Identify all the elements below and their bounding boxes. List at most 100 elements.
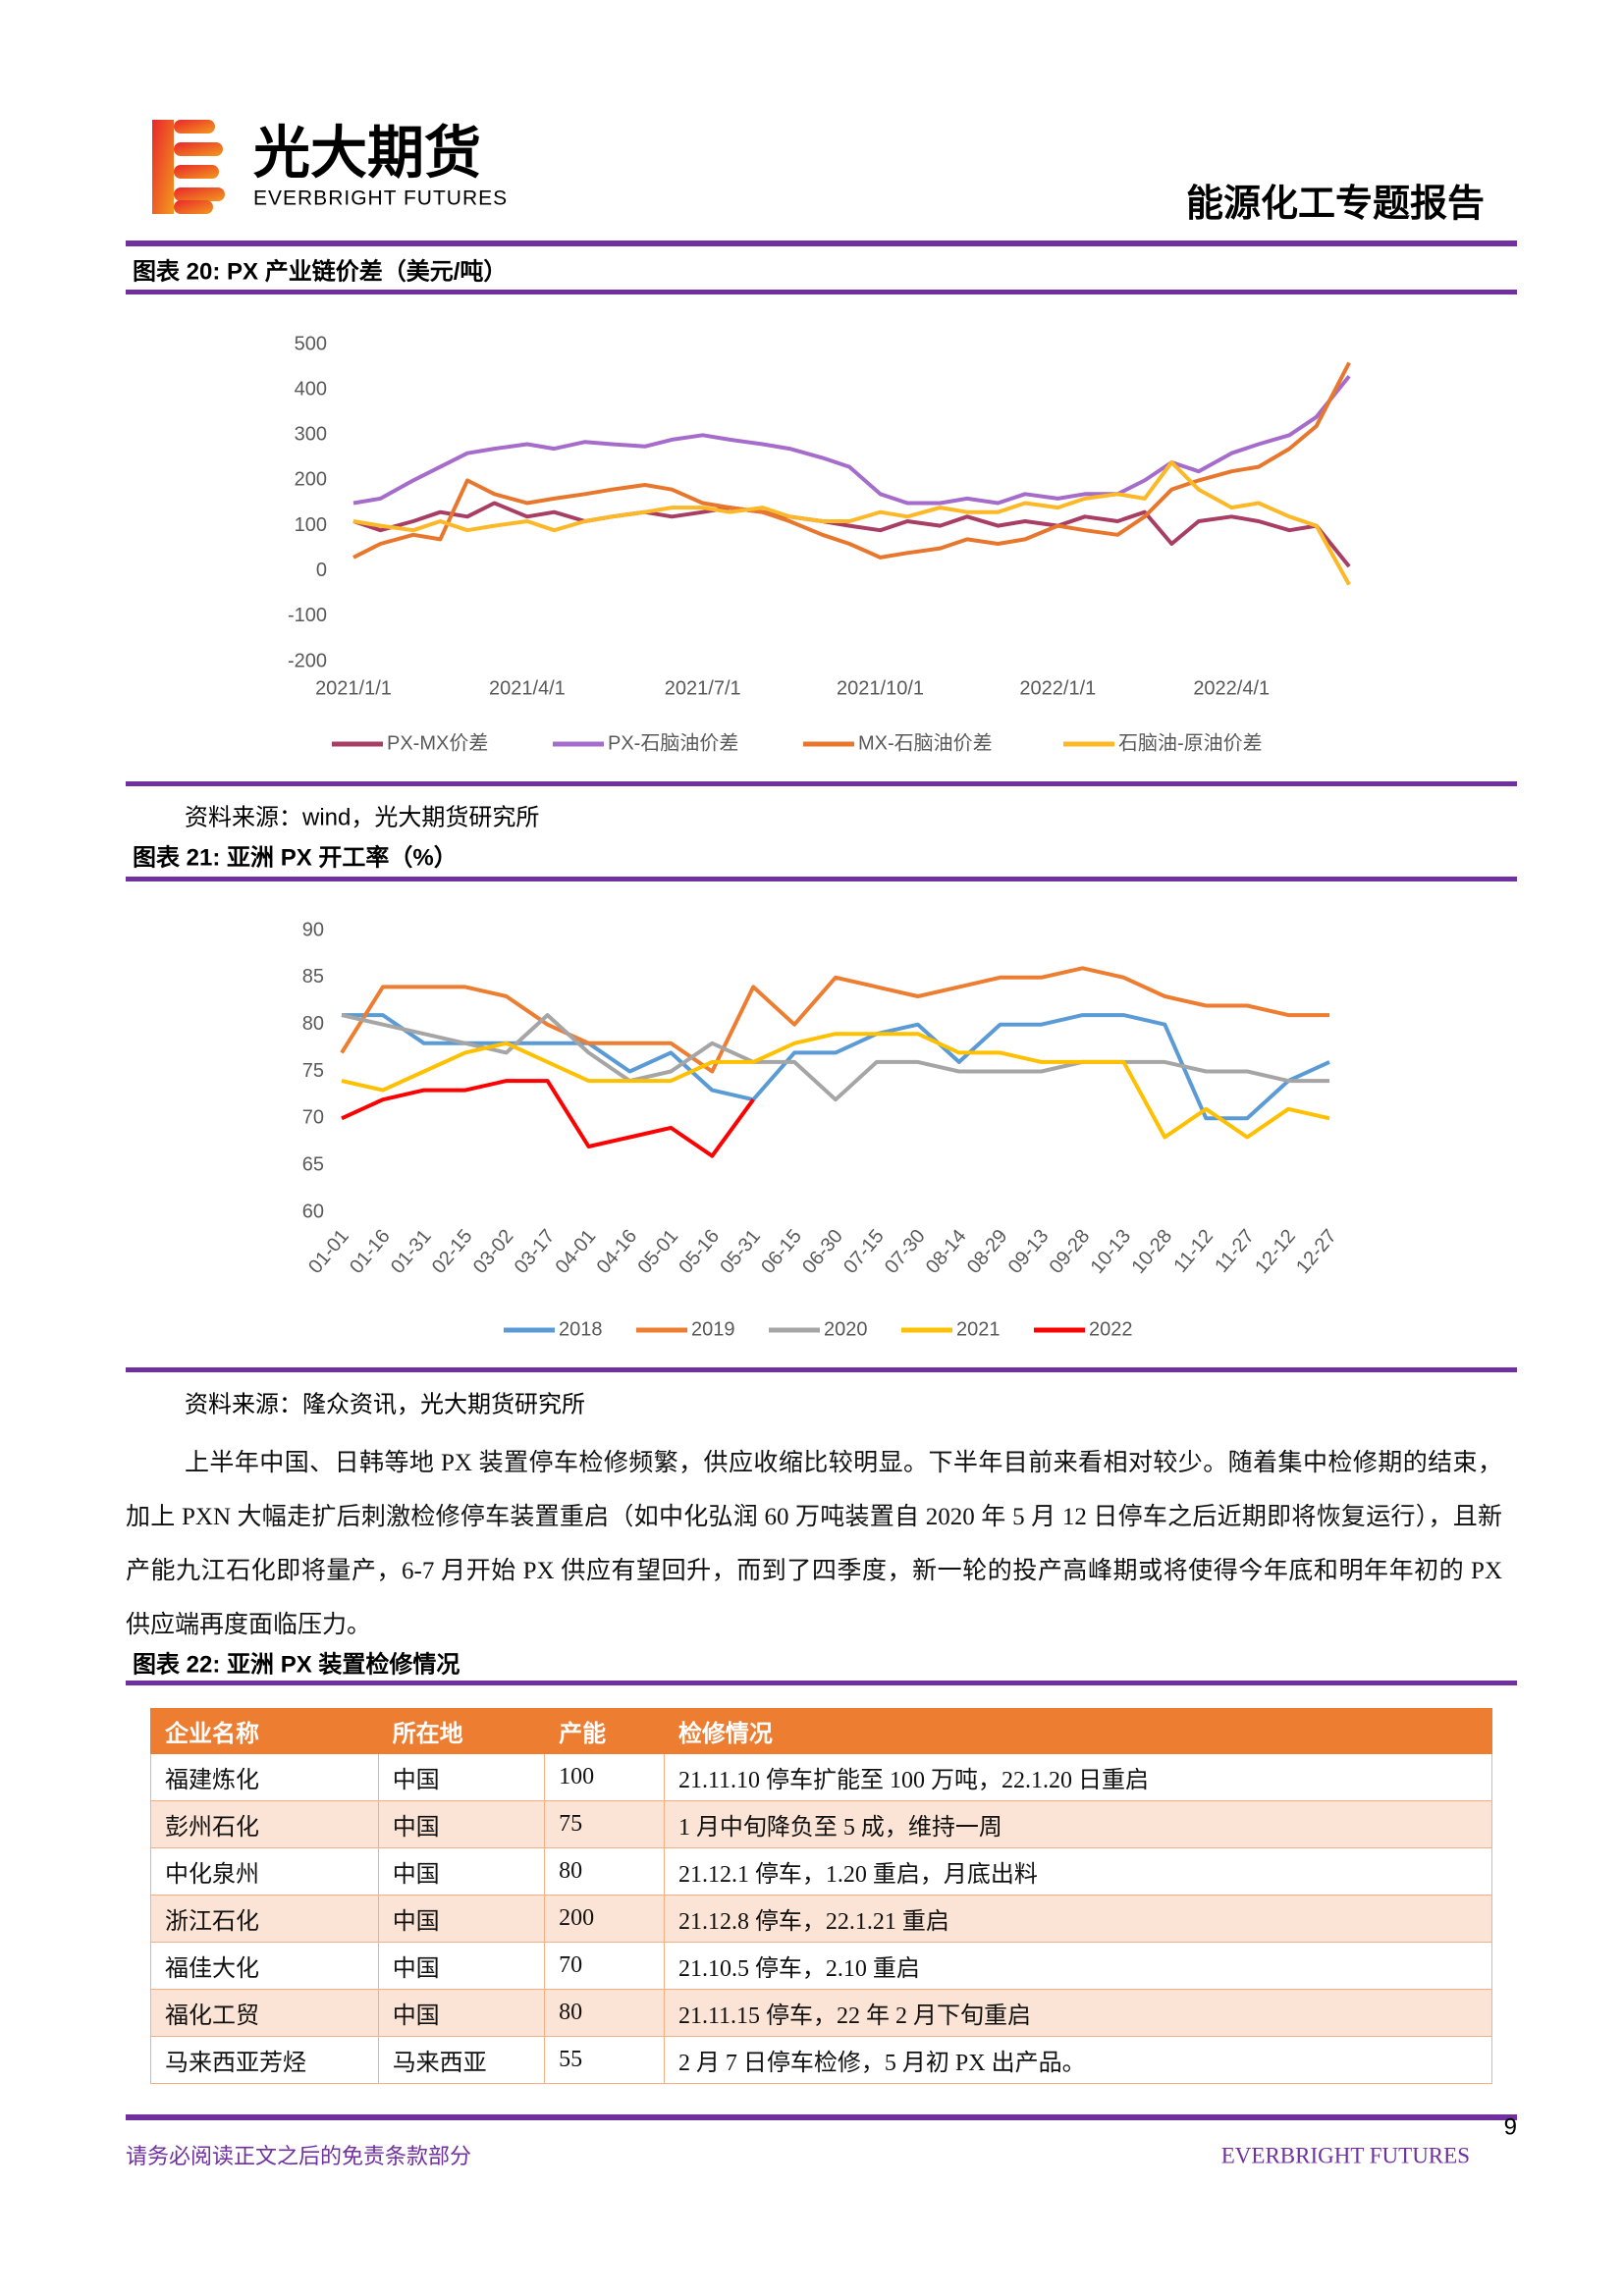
page-number: 9 (1504, 2113, 1517, 2140)
y-tick-label: -100 (288, 605, 327, 626)
table-cell: 21.10.5 停车，2.10 重启 (663, 1942, 1493, 1990)
y-tick-label: 100 (295, 514, 327, 536)
y-tick-label: 70 (302, 1107, 324, 1129)
rule (126, 1367, 1517, 1372)
table-cell: 中国 (377, 1800, 546, 1848)
table-header-row: 企业名称 所在地 产能 检修情况 (150, 1708, 1493, 1754)
logo-mark (152, 120, 225, 214)
y-tick-label: 80 (302, 1013, 324, 1035)
x-tick-label: 2021/10/1 (837, 677, 924, 699)
series-line (352, 460, 1351, 586)
table-cell: 80 (544, 1989, 665, 2037)
series-line (340, 966, 1329, 1074)
table-cell: 福化工贸 (150, 1989, 379, 2037)
table-row: 中化泉州 中国 80 21.12.1 停车，1.20 重启，月底出料 (150, 1847, 1493, 1896)
x-tick-label: 02-15 (428, 1225, 477, 1277)
legend-label: 2019 (691, 1318, 735, 1340)
rule (126, 2114, 1517, 2120)
x-tick-label: 2021/1/1 (315, 677, 392, 699)
legend-label: 2020 (824, 1318, 868, 1340)
y-tick-label: -200 (288, 650, 327, 671)
brand-cn: 光大期货 (253, 121, 481, 185)
table-row: 马来西亚芳烃 马来西亚 55 2 月 7 日停车检修，5 月初 PX 出产品。 (150, 2036, 1493, 2084)
x-tick-label: 04-01 (552, 1225, 601, 1277)
x-tick-label: 03-02 (469, 1225, 518, 1277)
legend-label: PX-石脑油价差 (608, 731, 738, 754)
legend-label: 2022 (1089, 1318, 1133, 1340)
column-header: 检修情况 (663, 1708, 1493, 1754)
y-tick-label: 65 (302, 1153, 324, 1175)
series-line (352, 361, 1351, 560)
table-cell: 马来西亚芳烃 (150, 2036, 379, 2084)
table-row: 福佳大化 中国 70 21.10.5 停车，2.10 重启 (150, 1942, 1493, 1990)
legend-label: 石脑油-原油价差 (1118, 731, 1263, 754)
x-tick-label: 12-27 (1292, 1225, 1341, 1277)
table-cell: 中国 (377, 1753, 546, 1801)
table-row: 彭州石化 中国 75 1 月中旬降负至 5 成，维持一周 (150, 1800, 1493, 1848)
table-cell: 1 月中旬降负至 5 成，维持一周 (663, 1800, 1493, 1848)
y-tick-label: 200 (295, 469, 327, 491)
table-cell: 2 月 7 日停车检修，5 月初 PX 出产品。 (663, 2036, 1493, 2084)
column-header: 企业名称 (150, 1708, 379, 1754)
table-cell: 21.11.10 停车扩能至 100 万吨，22.1.20 日重启 (663, 1753, 1493, 1801)
table-cell: 福佳大化 (150, 1942, 379, 1990)
chart-title: 图表 21: 亚洲 PX 开工率（%） (133, 843, 458, 871)
x-tick-label: 01-31 (387, 1225, 436, 1277)
x-tick-label: 12-12 (1251, 1225, 1300, 1277)
x-tick-label: 05-31 (716, 1225, 765, 1277)
column-header: 产能 (544, 1708, 665, 1754)
y-tick-label: 0 (316, 560, 327, 581)
report-title: 能源化工专题报告 (1186, 184, 1485, 225)
y-tick-label: 85 (302, 966, 324, 988)
series-line (352, 501, 1351, 568)
table-row: 福化工贸 中国 80 21.11.15 停车，22 年 2 月下旬重启 (150, 1989, 1493, 2037)
table-cell: 75 (544, 1800, 665, 1848)
x-tick-label: 2021/7/1 (665, 677, 741, 699)
chart-title: 图表 20: PX 产业链价差（美元/吨） (133, 257, 507, 285)
x-tick-label: 08-14 (922, 1225, 971, 1277)
x-tick-label: 11-27 (1211, 1225, 1259, 1276)
x-tick-label: 06-30 (798, 1225, 847, 1277)
table-cell: 中国 (377, 1989, 546, 2037)
x-tick-label: 07-15 (839, 1225, 889, 1277)
table-row: 浙江石化 中国 200 21.12.8 停车，22.1.21 重启 (150, 1895, 1493, 1943)
rule (126, 240, 1517, 246)
y-tick-label: 60 (302, 1201, 324, 1222)
table-cell: 200 (544, 1895, 665, 1943)
x-tick-label: 09-13 (1004, 1225, 1054, 1277)
table-cell: 中国 (377, 1895, 546, 1943)
footer-brand: EVERBRIGHT FUTURES (1221, 2143, 1470, 2167)
x-tick-label: 10-28 (1127, 1225, 1176, 1277)
table-title: 图表 22: 亚洲 PX 装置检修情况 (133, 1650, 460, 1678)
x-tick-label: 2022/1/1 (1019, 677, 1096, 699)
table-cell: 100 (544, 1753, 665, 1801)
rule (126, 781, 1517, 786)
y-tick-label: 300 (295, 424, 327, 446)
series-line (341, 1013, 1329, 1102)
x-tick-label: 01-16 (346, 1225, 395, 1277)
x-tick-label: 08-29 (963, 1225, 1012, 1277)
chart-source: 资料来源：wind，光大期货研究所 (185, 804, 539, 830)
legend-label: 2021 (956, 1318, 1001, 1340)
y-tick-label: 400 (295, 378, 327, 400)
x-tick-label: 11-12 (1169, 1225, 1218, 1276)
x-tick-label: 03-17 (511, 1225, 560, 1277)
x-tick-label: 09-28 (1046, 1225, 1095, 1277)
rule (126, 877, 1517, 881)
rule (126, 290, 1517, 294)
rule (126, 1681, 1517, 1685)
brand-en: EVERBRIGHT FUTURES (253, 187, 508, 210)
rules (126, 240, 1517, 2120)
maintenance-table: 企业名称 所在地 产能 检修情况 福建炼化 中国 100 21.11.10 停车扩能至 100… (150, 1708, 1493, 2084)
table-cell: 彭州石化 (150, 1800, 379, 1848)
body-paragraph: 上半年中国、日韩等地 PX 装置停车检修频繁，供应收缩比较明显。下半年目前来看相… (126, 1450, 1502, 1638)
legend-label: 2018 (559, 1318, 603, 1340)
table-cell: 马来西亚 (377, 2036, 546, 2084)
x-tick-label: 05-16 (675, 1225, 724, 1277)
table-cell: 55 (544, 2036, 665, 2084)
x-tick-label: 2021/4/1 (489, 677, 566, 699)
series-line (341, 1032, 1330, 1140)
legend-label: MX-石脑油价差 (858, 731, 993, 754)
